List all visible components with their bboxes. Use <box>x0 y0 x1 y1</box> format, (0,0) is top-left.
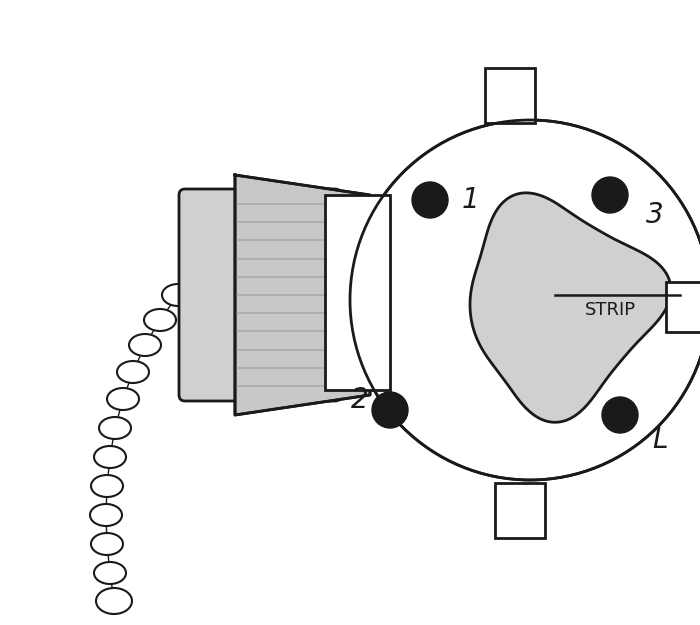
Text: L: L <box>652 426 668 454</box>
Polygon shape <box>235 175 370 415</box>
Ellipse shape <box>90 504 122 526</box>
Ellipse shape <box>91 533 123 555</box>
Bar <box>325 195 390 390</box>
Text: 3: 3 <box>646 201 664 229</box>
Ellipse shape <box>144 309 176 331</box>
Ellipse shape <box>96 588 132 614</box>
Ellipse shape <box>91 475 123 497</box>
Ellipse shape <box>129 334 161 356</box>
Ellipse shape <box>107 388 139 410</box>
Ellipse shape <box>182 259 214 281</box>
Ellipse shape <box>94 446 126 468</box>
Text: 1: 1 <box>461 186 479 214</box>
Polygon shape <box>470 193 671 422</box>
Circle shape <box>350 120 700 480</box>
Circle shape <box>602 397 638 433</box>
Text: STRIP: STRIP <box>584 301 636 319</box>
Bar <box>495 482 545 538</box>
Bar <box>666 282 700 332</box>
Ellipse shape <box>117 361 149 383</box>
FancyBboxPatch shape <box>179 189 341 401</box>
Ellipse shape <box>162 284 194 306</box>
Ellipse shape <box>99 417 131 439</box>
Circle shape <box>412 182 448 218</box>
Circle shape <box>372 392 408 428</box>
Circle shape <box>592 177 628 213</box>
Text: 2: 2 <box>351 386 369 414</box>
Bar <box>485 68 535 122</box>
Ellipse shape <box>94 562 126 584</box>
